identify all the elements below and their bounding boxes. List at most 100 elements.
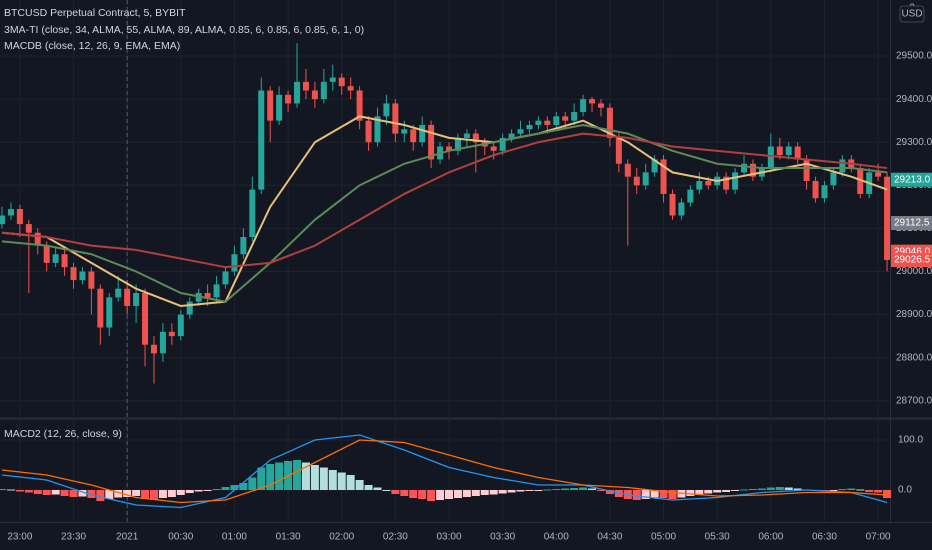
candle-body — [615, 137, 622, 164]
histogram-bar — [96, 490, 105, 501]
currency-badge[interactable] — [899, 5, 925, 23]
candle-body — [142, 293, 149, 345]
x-tick-label: 23:00 — [7, 532, 32, 543]
histogram-bar — [543, 489, 552, 491]
histogram-bar — [856, 489, 865, 491]
candle-body — [401, 129, 408, 134]
candle-body — [338, 77, 345, 87]
candle-body — [168, 331, 175, 337]
candle-body — [660, 159, 667, 194]
candle-body — [785, 146, 792, 156]
histogram-bar — [409, 490, 418, 498]
histogram-bar — [874, 490, 883, 493]
candle-body — [79, 271, 86, 281]
candle-body — [186, 301, 193, 315]
histogram-bar — [695, 490, 704, 495]
histogram-bar — [239, 483, 248, 490]
histogram-bar — [418, 490, 427, 499]
candle-body — [597, 103, 604, 108]
price-tag-label: 29046.0 — [894, 246, 931, 257]
candle-body — [267, 90, 274, 121]
histogram-bar — [793, 488, 802, 490]
price-tag-label: 29026.5 — [894, 255, 931, 266]
candle-body — [177, 314, 184, 337]
histogram-bar — [176, 490, 185, 495]
x-tick-label: 03:00 — [436, 532, 461, 543]
candle-body — [580, 99, 587, 113]
histogram-bar — [668, 490, 677, 499]
histogram-bar — [51, 490, 60, 495]
histogram-bar — [0, 489, 6, 490]
histogram-bar — [561, 488, 570, 490]
histogram-bar — [105, 490, 114, 499]
candle-body — [52, 254, 59, 263]
currency-label: USD — [901, 9, 922, 20]
candle-body — [642, 172, 649, 186]
price-tag — [891, 216, 932, 231]
candle-body — [884, 176, 891, 261]
chart-title: BTCUSD Perpetual Contract, 5, BYBIT — [4, 7, 186, 19]
x-tick-label: 06:00 — [758, 532, 783, 543]
candle-body — [70, 267, 77, 281]
candle-body — [43, 245, 50, 263]
histogram-bar — [248, 477, 257, 490]
x-tick-label: 01:00 — [222, 532, 247, 543]
histogram-bar — [69, 490, 78, 497]
moving-average — [1, 115, 888, 307]
histogram-bar — [552, 489, 561, 490]
histogram-bar — [534, 490, 543, 491]
price-tag — [891, 172, 932, 187]
histogram-bar — [436, 490, 445, 500]
candle-body — [624, 163, 631, 177]
histogram-bar — [355, 480, 364, 490]
histogram-bar — [328, 470, 337, 490]
candle-body — [159, 331, 166, 354]
candle-body — [499, 137, 506, 151]
candle-body — [669, 193, 676, 216]
candle-body — [553, 116, 560, 125]
candle-body — [526, 124, 533, 130]
indicator-label: MACDB (close, 12, 26, 9, EMA, EMA) — [4, 40, 180, 52]
histogram-bar — [230, 485, 239, 490]
candle-body — [240, 237, 247, 255]
histogram-bar — [704, 490, 713, 494]
price-tag-label: 29112.5 — [894, 218, 930, 229]
candle-body — [803, 159, 810, 181]
histogram-bar — [596, 490, 605, 491]
candle-body — [329, 77, 336, 82]
candle-body — [276, 94, 283, 121]
histogram-bar — [659, 490, 668, 498]
histogram-bar — [114, 490, 123, 498]
histogram-bar — [141, 490, 150, 499]
y-tick-label: 0.0 — [898, 485, 912, 496]
macd-line — [1, 439, 888, 504]
candle-body — [285, 94, 292, 104]
y-tick-label: 100.0 — [898, 435, 923, 446]
moving-average — [1, 123, 888, 303]
histogram-bar — [453, 490, 462, 498]
histogram-bar — [123, 490, 132, 497]
histogram-bar — [757, 488, 766, 490]
histogram-bar — [686, 490, 695, 496]
candle-body — [34, 232, 41, 246]
histogram-bar — [78, 490, 87, 497]
x-tick-label: 02:30 — [383, 532, 408, 543]
price-tag-label: 29213.0 — [894, 174, 931, 185]
y-tick-label: 29300.0 — [896, 137, 932, 148]
candle-body — [374, 116, 381, 143]
histogram-bar — [605, 490, 614, 494]
macd-line — [1, 434, 888, 509]
histogram-bar — [507, 490, 516, 493]
candle-body — [732, 172, 739, 190]
candle-body — [767, 146, 774, 169]
histogram-bar — [838, 489, 847, 490]
histogram-bar — [632, 490, 641, 500]
candle-body — [508, 133, 515, 138]
histogram-bar — [310, 465, 319, 490]
histogram-bar — [829, 490, 838, 491]
candle-body — [741, 163, 748, 173]
candle-body — [25, 224, 32, 233]
x-tick-label: 05:00 — [651, 532, 676, 543]
x-tick-label: 05:30 — [705, 532, 730, 543]
histogram-bar — [579, 487, 588, 490]
